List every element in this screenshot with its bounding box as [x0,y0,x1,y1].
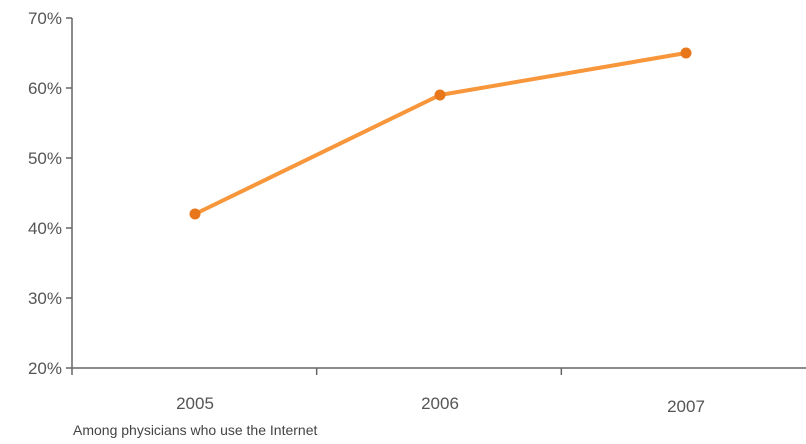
x-tick-label: 2005 [176,394,214,413]
y-tick-label: 50% [28,149,62,168]
y-tick-label: 40% [28,219,62,238]
x-axis-ticks: 2005 2006 2007 [71,368,705,416]
y-tick-label: 70% [28,9,62,28]
series-layer [189,47,692,220]
chart-caption: Among physicians who use the Internet [73,422,318,438]
x-tick-label: 2007 [667,397,705,416]
y-tick-label: 30% [28,289,62,308]
data-point [189,208,201,220]
x-tick-label: 2006 [421,394,459,413]
y-axis-ticks: 20% 30% 40% 50% 60% 70% [28,9,72,378]
line-chart: 20% 30% 40% 50% 60% 70% 2005 2006 2007 [28,9,806,416]
series-line [193,51,688,216]
y-tick-label: 20% [28,359,62,378]
data-point [680,47,692,59]
chart-axes [71,18,806,369]
y-tick-label: 60% [28,79,62,98]
data-point [434,89,446,101]
